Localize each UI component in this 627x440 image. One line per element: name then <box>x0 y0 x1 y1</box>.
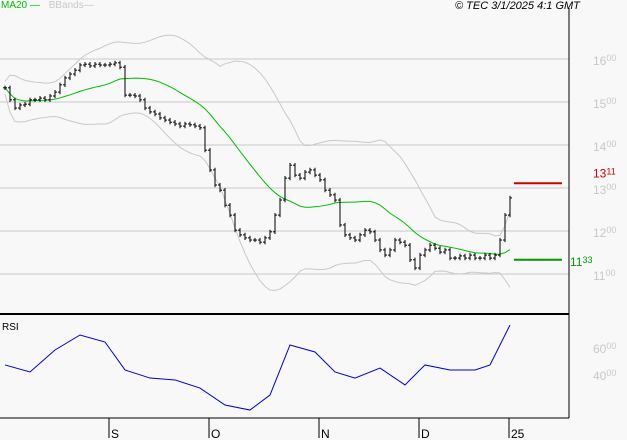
support-label: 1133 <box>570 255 592 269</box>
rsi-panel-title: RSI <box>2 322 19 333</box>
ma20-line <box>4 77 511 255</box>
y-tick-label: 1600 <box>593 53 616 68</box>
bband-upper <box>4 34 511 237</box>
y-tick-label: 1200 <box>593 225 616 240</box>
bband-lower <box>4 94 511 291</box>
y-tick-label: 1100 <box>593 268 615 283</box>
rsi-tick-label: 6000 <box>593 341 616 356</box>
y-tick-label: 1400 <box>593 139 616 154</box>
x-tick-label: S <box>111 427 119 440</box>
copyright-timestamp: © TEC 3/1/2025 4:1 GMT <box>455 0 580 12</box>
x-tick-label: N <box>321 427 330 440</box>
x-tick-label: O <box>211 427 220 440</box>
legend: MA20 — BBands— <box>1 0 94 11</box>
x-tick-label: 25 <box>511 427 525 440</box>
rsi-tick-label: 4000 <box>593 368 616 383</box>
x-tick-label: D <box>421 427 430 440</box>
y-tick-label: 1500 <box>593 96 616 111</box>
rsi-line <box>4 324 511 411</box>
resistance-label: 1311 <box>593 166 616 180</box>
y-tick-label: 1300 <box>593 182 616 197</box>
legend-bbands: BBands— <box>48 0 94 11</box>
legend-ma20: MA20 — <box>1 0 40 11</box>
